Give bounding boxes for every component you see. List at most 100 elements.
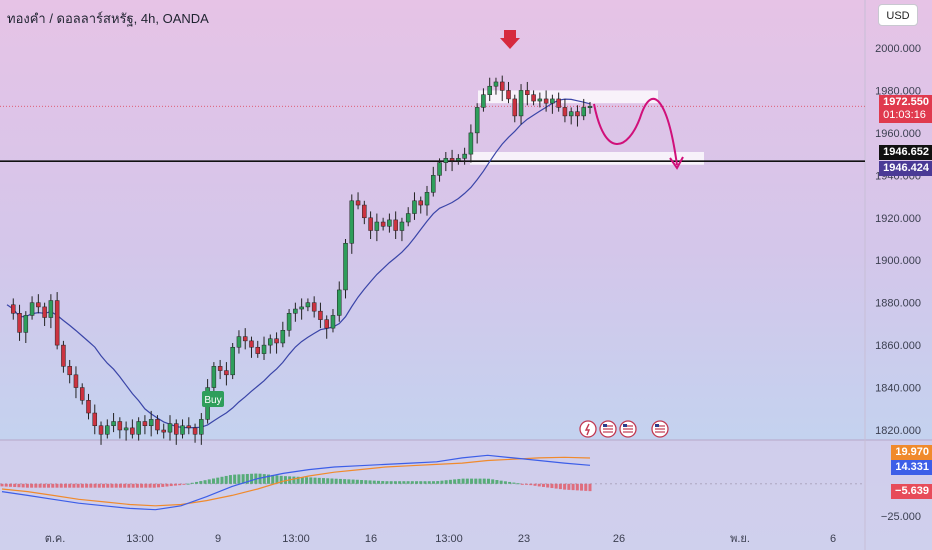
macd-signal-line bbox=[1, 456, 591, 507]
candle-bullish bbox=[305, 302, 311, 308]
candle-bearish bbox=[61, 344, 66, 367]
macd-histogram-bar bbox=[478, 478, 482, 484]
candle-bearish bbox=[249, 340, 254, 348]
macd-histogram-bar bbox=[80, 483, 84, 488]
candle-bearish bbox=[73, 374, 79, 388]
candle-bearish bbox=[92, 412, 98, 427]
macd-histogram-bar bbox=[508, 481, 512, 484]
us-flag-icon bbox=[619, 420, 637, 438]
macd-histogram-bar bbox=[262, 474, 266, 484]
candle-bearish bbox=[324, 319, 329, 329]
x-tick-label: ต.ค. bbox=[45, 533, 66, 545]
candle-bullish bbox=[456, 158, 461, 161]
macd-histogram-bar bbox=[541, 483, 545, 487]
candle-bullish bbox=[587, 106, 593, 109]
candle-bullish bbox=[336, 289, 342, 316]
candle-bullish bbox=[48, 300, 54, 318]
macd-histogram-bar bbox=[364, 480, 368, 484]
candle-bullish bbox=[330, 315, 336, 329]
macd-histogram-bar bbox=[326, 478, 330, 484]
macd-histogram-bar bbox=[351, 479, 355, 484]
macd-histogram-bar bbox=[114, 483, 118, 488]
macd-histogram-bar bbox=[224, 475, 228, 484]
macd-histogram-bar bbox=[203, 480, 207, 484]
macd-histogram-bar bbox=[525, 483, 529, 485]
y-tick-label: 2000.000 bbox=[875, 43, 921, 55]
macd-histogram-bar bbox=[482, 478, 486, 484]
macd-histogram-bar bbox=[398, 481, 402, 484]
macd-histogram-bar bbox=[182, 483, 186, 485]
macd-histogram-bar bbox=[135, 483, 139, 488]
candle-bearish bbox=[79, 387, 85, 401]
macd-histogram-bar bbox=[178, 483, 182, 486]
macd-histogram-bar bbox=[575, 483, 579, 491]
macd-histogram-bar bbox=[89, 483, 93, 488]
candle-bearish bbox=[161, 429, 166, 433]
y-tick-label: 1900.000 bbox=[875, 255, 921, 267]
macd-histogram-bar bbox=[588, 483, 592, 492]
y-tick-label: 1820.000 bbox=[875, 425, 921, 437]
macd-histogram-bar bbox=[4, 483, 8, 487]
candle-bearish bbox=[556, 98, 561, 108]
macd-histogram-bar bbox=[55, 483, 59, 488]
macd-histogram-bar bbox=[512, 482, 516, 484]
candle-bearish bbox=[86, 400, 91, 414]
macd-histogram-bar bbox=[436, 481, 440, 484]
macd-histogram-bar bbox=[410, 481, 414, 484]
macd-histogram-bar bbox=[499, 480, 503, 484]
macd-histogram-bar bbox=[474, 478, 478, 484]
macd-histogram-bar bbox=[355, 479, 359, 484]
macd-histogram-bar bbox=[554, 483, 558, 489]
candle-bullish bbox=[211, 366, 217, 388]
candle-bullish bbox=[412, 200, 417, 214]
candle-bearish bbox=[192, 427, 198, 435]
candle-bullish bbox=[431, 175, 436, 193]
currency-button[interactable]: USD bbox=[878, 4, 918, 26]
macd-histogram-bar bbox=[271, 474, 275, 484]
macd-histogram-bar bbox=[321, 478, 325, 484]
macd-histogram-bar bbox=[275, 475, 279, 484]
candle-bullish bbox=[443, 158, 449, 163]
buy-signal-badge bbox=[202, 391, 224, 407]
macd-histogram-bar bbox=[25, 483, 29, 488]
x-tick-label: 9 bbox=[215, 533, 221, 545]
macd-histogram-bar bbox=[313, 477, 317, 484]
macd-histogram-bar bbox=[102, 483, 106, 488]
macd-histogram-bar bbox=[343, 479, 347, 484]
macd-histogram-bar bbox=[406, 481, 410, 484]
macd-histogram-bar bbox=[296, 476, 300, 484]
candle-bearish bbox=[531, 94, 536, 102]
projection-arrow bbox=[593, 97, 678, 166]
macd-histogram-bar bbox=[546, 483, 550, 488]
macd-histogram-bar bbox=[317, 477, 321, 484]
candle-bearish bbox=[512, 98, 518, 117]
macd-histogram-bar bbox=[72, 483, 76, 488]
candle-bullish bbox=[405, 213, 411, 223]
macd-histogram-bar bbox=[584, 483, 588, 491]
candle-bullish bbox=[286, 313, 292, 331]
macd-histogram-bar bbox=[38, 483, 42, 488]
macd-histogram-bar bbox=[127, 483, 131, 488]
candle-bearish bbox=[274, 338, 279, 344]
macd-histogram-bar bbox=[131, 483, 135, 488]
candle-bullish bbox=[280, 330, 286, 344]
macd-histogram-bar bbox=[389, 481, 393, 484]
macd-histogram-bar bbox=[427, 481, 431, 484]
macd-histogram-bar bbox=[110, 483, 114, 488]
macd-histogram-bar bbox=[567, 483, 571, 490]
macd-histogram-bar bbox=[491, 479, 495, 484]
macd-histogram-bar bbox=[63, 483, 67, 488]
candle-bullish bbox=[105, 425, 110, 435]
candle-bearish bbox=[242, 336, 248, 342]
macd-histogram-bar bbox=[516, 483, 520, 485]
candle-bullish bbox=[550, 98, 555, 104]
candle-bearish bbox=[17, 313, 22, 333]
macd-histogram-bar bbox=[228, 475, 232, 484]
macd-histogram-bar bbox=[580, 483, 584, 491]
macd-histogram-bar bbox=[85, 483, 89, 488]
macd-histogram-bar bbox=[42, 483, 46, 488]
candle-bearish bbox=[224, 370, 229, 376]
candle-bearish bbox=[117, 421, 123, 431]
